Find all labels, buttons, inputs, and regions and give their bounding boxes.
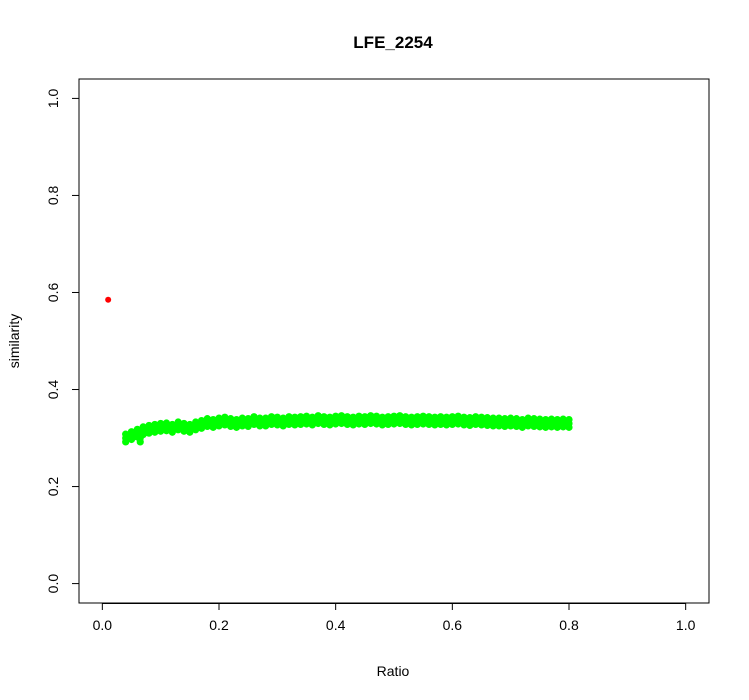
data-point <box>145 421 153 430</box>
data-point <box>250 413 258 421</box>
data-point <box>472 413 480 421</box>
data-point <box>314 412 322 420</box>
data-point <box>209 416 217 424</box>
data-point <box>431 413 439 421</box>
data-point <box>186 420 194 429</box>
x-axis: 0.0 0.2 0.4 0.6 0.8 1.0 <box>93 603 696 633</box>
data-point <box>197 416 206 425</box>
data-point <box>559 415 567 423</box>
data-point <box>512 415 521 423</box>
data-point <box>396 412 404 420</box>
data-point <box>384 413 392 421</box>
data-point <box>343 413 351 421</box>
data-point <box>302 412 311 420</box>
x-tick-label: 0.4 <box>326 617 346 633</box>
data-point <box>419 412 427 420</box>
y-tick-label: 1.0 <box>45 88 61 108</box>
data-point <box>192 418 200 426</box>
data-point <box>232 416 241 424</box>
data-point <box>524 414 532 422</box>
x-tick-label: 0.8 <box>559 617 579 633</box>
data-point <box>337 412 346 420</box>
data-point <box>565 416 573 424</box>
data-point <box>139 423 147 431</box>
data-point <box>297 413 305 421</box>
data-point <box>238 414 246 422</box>
y-tick-label: 0.0 <box>45 574 61 594</box>
data-point <box>320 413 328 421</box>
data-point <box>378 413 386 421</box>
data-point <box>355 412 363 420</box>
data-point <box>547 415 556 423</box>
y-tick-label: 0.4 <box>45 380 61 400</box>
data-point <box>221 413 229 421</box>
data-point <box>542 416 550 424</box>
data-point <box>151 420 159 429</box>
points-layer <box>105 296 573 446</box>
data-point <box>203 415 211 423</box>
data-point <box>530 415 538 423</box>
data-point <box>518 416 526 424</box>
data-point <box>244 415 252 423</box>
data-point <box>285 413 293 421</box>
data-point <box>501 415 509 423</box>
data-point <box>122 430 130 438</box>
data-point <box>413 413 421 421</box>
data-point <box>536 415 544 423</box>
data-point <box>553 416 561 424</box>
x-tick-label: 0.6 <box>443 617 463 633</box>
y-axis: 0.0 0.2 0.4 0.6 0.8 1.0 <box>45 88 79 593</box>
data-point <box>367 412 375 420</box>
data-point <box>157 419 165 428</box>
data-point <box>215 414 223 422</box>
data-point <box>256 414 264 422</box>
data-point <box>442 413 451 421</box>
data-point <box>174 418 182 426</box>
data-point <box>460 413 468 421</box>
data-point <box>425 413 433 421</box>
data-point <box>105 296 112 303</box>
data-point <box>127 428 136 436</box>
x-tick-label: 0.0 <box>93 617 113 633</box>
data-point <box>361 413 369 421</box>
x-axis-label: Ratio <box>377 663 410 679</box>
chart-title: LFE_2254 <box>353 33 433 52</box>
data-point <box>267 413 276 421</box>
y-tick-label: 0.2 <box>45 477 61 497</box>
data-point <box>507 414 515 422</box>
data-point <box>349 413 357 421</box>
y-axis-label: similarity <box>6 314 22 368</box>
data-point <box>454 412 462 420</box>
data-point <box>489 414 497 422</box>
data-point <box>448 413 456 421</box>
plot-frame <box>78 78 710 604</box>
x-tick-label: 1.0 <box>676 617 696 633</box>
data-point <box>262 414 270 422</box>
data-point <box>402 413 410 421</box>
data-point <box>477 413 486 421</box>
data-point <box>466 414 474 422</box>
data-point <box>437 413 445 421</box>
data-point <box>273 413 281 421</box>
data-point <box>227 415 235 423</box>
data-point <box>407 413 416 421</box>
x-tick-label: 0.2 <box>209 617 229 633</box>
data-point <box>291 413 299 421</box>
y-tick-label: 0.8 <box>45 186 61 206</box>
data-point <box>390 412 398 420</box>
data-point <box>495 414 503 422</box>
data-point <box>180 419 188 428</box>
y-tick-label: 0.6 <box>45 283 61 303</box>
data-point <box>326 413 334 421</box>
data-point <box>279 414 287 422</box>
data-point <box>308 413 316 421</box>
data-point <box>372 412 381 420</box>
data-point <box>483 414 491 422</box>
data-point <box>162 419 171 427</box>
data-point <box>332 412 340 420</box>
data-point <box>168 420 176 429</box>
